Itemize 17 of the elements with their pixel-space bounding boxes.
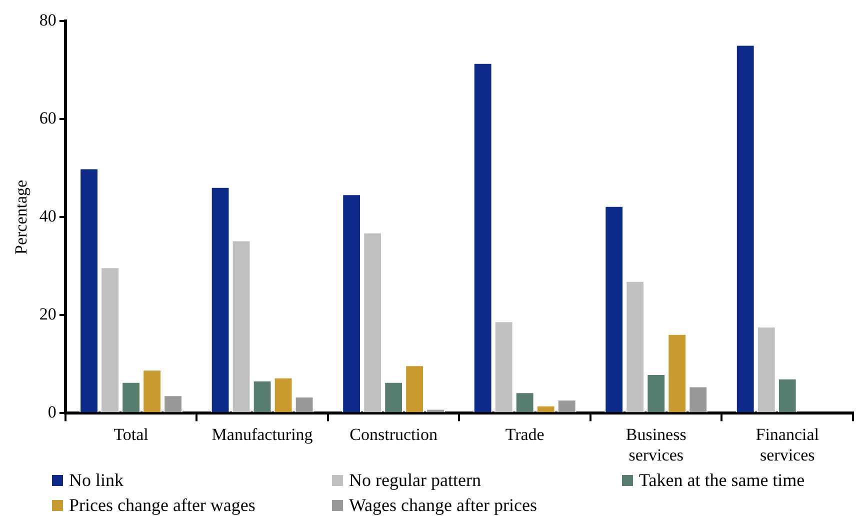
x-tick-label: Construction <box>350 424 438 444</box>
y-axis-title: Percentage <box>12 180 31 254</box>
legend-label: No regular pattern <box>349 470 481 491</box>
x-tick-label: Trade <box>505 424 544 444</box>
x-tick-label: Total <box>114 424 149 444</box>
y-tick-label: 80 <box>39 10 56 30</box>
x-tick-label: Business services <box>626 424 686 464</box>
legend-label: Prices change after wages <box>69 495 256 516</box>
legend-label: Wages change after prices <box>349 495 537 516</box>
y-tick-label: 40 <box>39 206 56 226</box>
y-tick-label: 60 <box>39 108 56 128</box>
legend-label: Taken at the same time <box>639 470 805 491</box>
y-tick-label: 20 <box>39 304 56 324</box>
legend-label: No link <box>69 470 124 491</box>
x-tick-label: Manufacturing <box>212 424 314 444</box>
x-tick-label: Financial services <box>756 424 820 464</box>
y-tick-label: 0 <box>48 402 56 422</box>
